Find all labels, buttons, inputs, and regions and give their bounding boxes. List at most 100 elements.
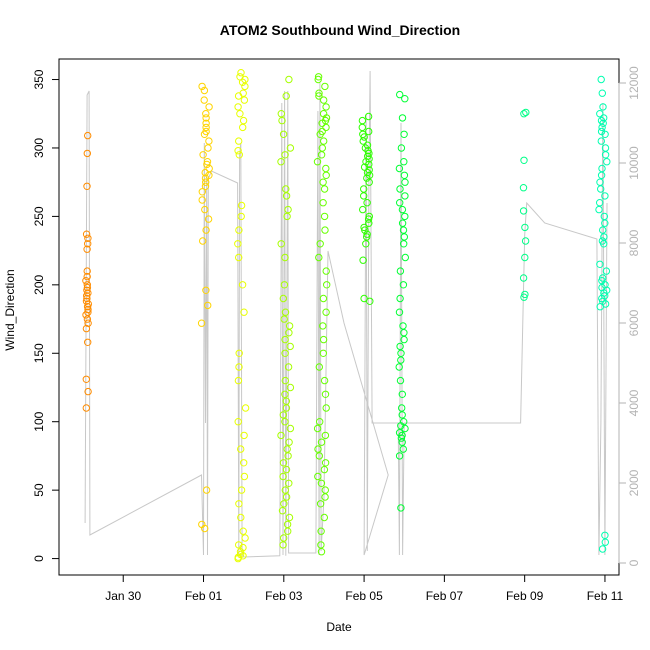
- data-point: [601, 151, 610, 159]
- data-point: [281, 253, 289, 262]
- data-point: [281, 486, 289, 494]
- data-point: [279, 459, 288, 467]
- data-point: [397, 356, 405, 364]
- y2-axis: 0 2000 4000 6000 8000 10000 12000: [618, 66, 641, 566]
- data-point: [197, 319, 206, 327]
- data-point: [319, 178, 327, 186]
- data-point: [83, 281, 92, 289]
- data-point: [397, 349, 405, 357]
- data-point: [600, 233, 608, 241]
- data-point: [282, 465, 291, 474]
- data-point: [83, 182, 91, 191]
- data-point: [284, 452, 292, 460]
- data-point: [401, 178, 409, 186]
- data-point: [596, 260, 604, 268]
- x-tick-label: Feb 01: [185, 589, 223, 603]
- data-point: [598, 89, 606, 97]
- data-point: [598, 123, 606, 132]
- data-point: [277, 240, 285, 248]
- data-point: [281, 349, 289, 357]
- data-point: [83, 272, 91, 281]
- data-point: [284, 363, 293, 371]
- data-point: [277, 431, 285, 440]
- y-tick-label: 150: [32, 343, 46, 363]
- y-tick-label: 250: [32, 206, 46, 226]
- data-point: [315, 452, 323, 460]
- data-point: [314, 445, 322, 453]
- data-point: [598, 545, 607, 553]
- data-point: [277, 110, 285, 118]
- data-point: [320, 513, 328, 522]
- data-point: [399, 281, 408, 289]
- data-point: [82, 230, 91, 238]
- data-point: [522, 108, 530, 117]
- data-point: [237, 69, 245, 77]
- data-point: [239, 116, 248, 125]
- data-point: [202, 486, 211, 494]
- data-point: [240, 431, 248, 440]
- data-point: [321, 390, 330, 398]
- data-point: [316, 240, 324, 248]
- data-point: [241, 82, 249, 91]
- data-point: [596, 199, 604, 207]
- data-point: [318, 119, 326, 128]
- data-point: [361, 226, 369, 234]
- data-point: [83, 315, 92, 323]
- data-point: [235, 363, 243, 371]
- data-point: [237, 201, 246, 210]
- data-point: [205, 137, 213, 145]
- data-point: [365, 219, 373, 227]
- y-tick-label: 350: [32, 69, 46, 89]
- data-point: [202, 114, 210, 122]
- data-point: [359, 256, 367, 264]
- data-point: [237, 445, 245, 453]
- data-point: [235, 349, 243, 357]
- data-point: [596, 303, 604, 311]
- data-point: [83, 303, 92, 311]
- data-point: [198, 82, 206, 91]
- data-point: [601, 538, 609, 546]
- y2-tick-label: 0: [627, 559, 641, 566]
- data-point: [82, 375, 91, 383]
- data-point: [396, 267, 405, 275]
- data-point: [319, 335, 328, 344]
- data-point: [199, 151, 207, 159]
- data-point: [234, 92, 243, 100]
- data-point: [321, 431, 330, 440]
- data-point: [202, 123, 210, 132]
- data-point: [322, 308, 330, 316]
- data-point: [398, 114, 407, 122]
- data-point: [597, 171, 606, 180]
- data-point: [280, 534, 288, 542]
- data-point: [238, 281, 247, 289]
- data-point: [319, 294, 328, 303]
- data-point: [314, 75, 322, 84]
- data-point: [83, 149, 92, 158]
- data-point: [319, 199, 327, 207]
- data-point: [600, 240, 608, 248]
- data-point: [234, 554, 242, 563]
- data-point: [317, 527, 325, 535]
- data-point: [401, 253, 409, 262]
- data-point: [521, 223, 529, 232]
- data-point: [601, 531, 609, 539]
- data-point: [314, 73, 323, 81]
- data-point: [398, 411, 406, 419]
- data-point: [278, 116, 286, 125]
- data-point: [83, 283, 92, 292]
- data-point: [322, 164, 330, 173]
- data-point: [240, 472, 249, 481]
- data-point: [313, 158, 322, 166]
- data-point: [283, 445, 291, 453]
- data-point: [84, 131, 92, 140]
- data-point: [398, 438, 406, 446]
- data-point: [84, 338, 92, 346]
- data-point: [397, 434, 406, 442]
- x-axis-label: Date: [326, 620, 352, 634]
- x-tick-label: Feb 09: [506, 589, 544, 603]
- data-point: [322, 123, 330, 132]
- data-point: [323, 281, 331, 289]
- data-point: [363, 230, 371, 238]
- secondary-series-line: [84, 70, 608, 558]
- data-point: [237, 513, 245, 522]
